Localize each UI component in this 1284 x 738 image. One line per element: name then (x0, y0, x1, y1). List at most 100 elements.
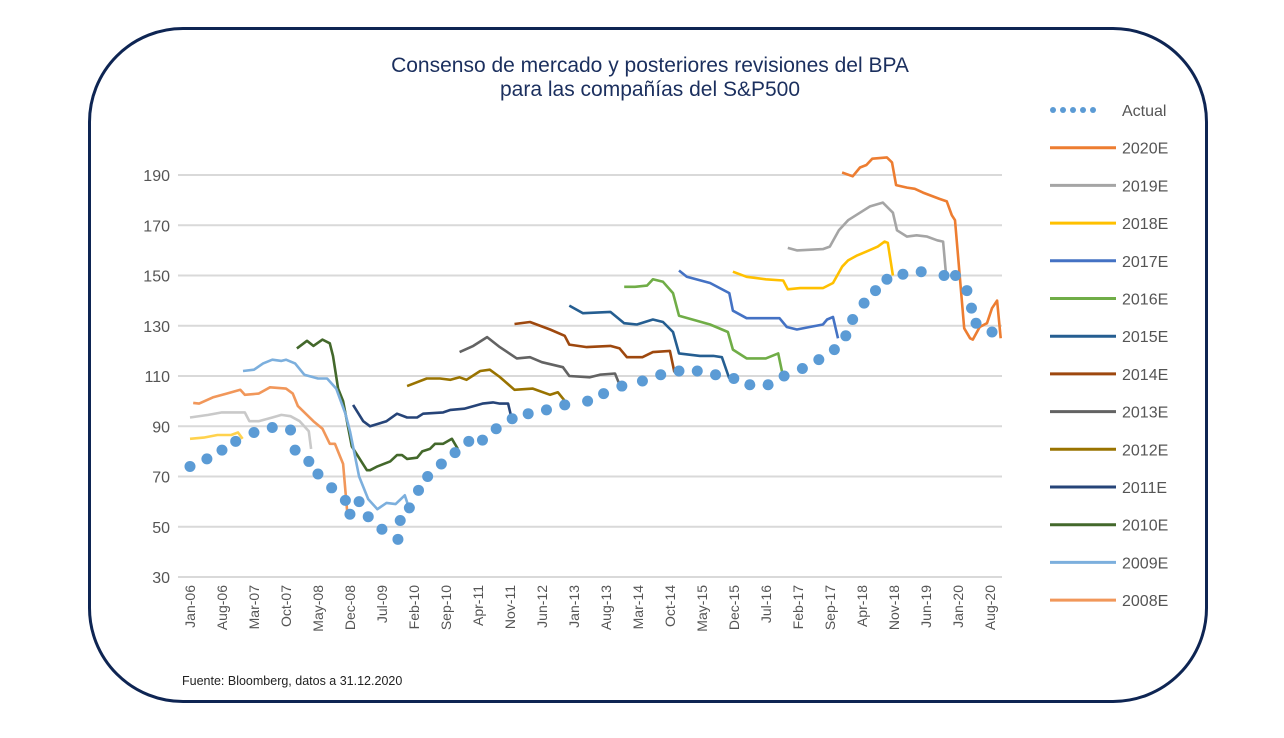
y-tick-label: 130 (143, 319, 170, 336)
actual-data-point (540, 404, 552, 416)
actual-data-point (339, 494, 351, 506)
actual-data-point (392, 533, 404, 545)
actual-data-point (303, 455, 315, 467)
legend-marker-dot (1060, 107, 1066, 113)
actual-data-point (376, 523, 388, 535)
series-line-2019E (787, 201, 948, 274)
actual-data-point (266, 422, 278, 434)
y-tick-label: 110 (144, 369, 170, 386)
actual-data-point (353, 496, 365, 508)
source-note: Fuente: Bloomberg, datos a 31.12.2020 (182, 674, 403, 688)
actual-data-point (201, 453, 213, 465)
y-tick-label: 90 (152, 419, 170, 436)
series-line-unlabeled (189, 431, 244, 441)
legend-label-2017E: 2017E (1122, 254, 1168, 271)
series-line-2009E (242, 358, 411, 511)
chart-frame (88, 27, 1208, 703)
actual-data-point (184, 460, 196, 472)
x-tick-label: Jan-06 (182, 585, 198, 628)
actual-data-point (840, 330, 852, 342)
x-tick-label: Aug-13 (598, 585, 614, 630)
x-tick-label: Oct-14 (662, 585, 678, 627)
actual-data-point (778, 370, 790, 382)
series-line-2015E (568, 304, 731, 379)
series-line-2008E (193, 386, 349, 512)
actual-data-point (938, 270, 950, 281)
actual-data-point (949, 270, 961, 281)
legend-label-2013E: 2013E (1122, 405, 1168, 422)
actual-data-point (847, 313, 859, 325)
actual-data-point (403, 502, 415, 514)
legend-label-2016E: 2016E (1122, 292, 1168, 309)
x-tick-label: May-15 (694, 585, 710, 632)
actual-data-point (691, 365, 703, 377)
series-line-2020E (841, 156, 1002, 341)
legend-label-2010E: 2010E (1122, 518, 1168, 535)
y-tick-label: 70 (152, 470, 170, 487)
actual-data-point (312, 468, 324, 480)
x-tick-label: Mar-07 (246, 585, 262, 630)
series-line-2016E (624, 278, 785, 378)
series-line-2017E (678, 269, 840, 339)
actual-data-point (435, 458, 447, 470)
legend-label-2011E: 2011E (1122, 480, 1167, 497)
x-tick-label: Nov-11 (502, 585, 518, 629)
series-line-2018E (732, 240, 895, 291)
actual-data-point (710, 369, 722, 381)
legend-label-2008E: 2008E (1122, 593, 1168, 610)
x-tick-label: Jun-12 (534, 585, 550, 628)
actual-data-point (394, 514, 406, 526)
actual-data-point (728, 373, 740, 385)
x-tick-label: Feb-10 (406, 585, 422, 630)
legend-label-2020E: 2020E (1122, 141, 1168, 158)
legend-marker-dot (1090, 107, 1096, 113)
x-tick-label: Apr-18 (854, 585, 870, 627)
series-line-unlabeled (189, 411, 313, 450)
x-tick-label: Nov-18 (886, 585, 902, 630)
actual-data-point (915, 266, 927, 278)
legend-label-2009E: 2009E (1122, 555, 1168, 572)
actual-data-point (559, 399, 571, 411)
actual-data-point (744, 379, 756, 391)
legend-marker-dot (1050, 107, 1056, 113)
x-tick-label: Dec-15 (726, 585, 742, 630)
series-line-2014E (514, 320, 676, 373)
actual-data-point (598, 388, 610, 400)
actual-data-point (326, 482, 338, 494)
actual-data-point (522, 408, 534, 420)
actual-data-point (449, 447, 461, 459)
y-tick-label: 50 (152, 520, 170, 537)
actual-data-point (813, 354, 825, 366)
actual-data-point (881, 273, 893, 285)
actual-data-point (636, 375, 648, 387)
actual-data-point (965, 302, 977, 314)
x-tick-label: Sep-17 (822, 585, 838, 630)
x-tick-label: Oct-07 (278, 585, 294, 627)
x-tick-label: Aug-06 (214, 585, 230, 630)
actual-data-point (248, 427, 260, 439)
x-tick-label: Jan-13 (566, 585, 582, 628)
x-tick-label: Dec-08 (342, 585, 358, 630)
actual-data-point (870, 285, 881, 297)
series-line-2011E (351, 401, 513, 428)
actual-data-point (422, 471, 434, 482)
actual-data-point (463, 435, 475, 447)
actual-data-point (655, 369, 667, 381)
actual-data-point (582, 395, 594, 407)
series-line-2012E (406, 368, 569, 405)
actual-data-point (490, 423, 502, 435)
x-tick-label: Sep-10 (438, 585, 454, 630)
chart-title: Consenso de mercado y posteriores revisi… (391, 54, 909, 77)
legend-label-2018E: 2018E (1122, 216, 1168, 233)
x-tick-label: Jul-09 (374, 585, 390, 623)
y-tick-label: 190 (143, 168, 170, 185)
legend-marker-dot (1070, 107, 1076, 113)
actual-data-point (616, 380, 628, 392)
chart-subtitle: para las compañías del S&P500 (499, 78, 801, 101)
actual-data-point (673, 365, 685, 377)
x-tick-label: Apr-11 (470, 585, 486, 626)
x-tick-label: Feb-17 (790, 585, 806, 630)
actual-data-point (413, 484, 424, 496)
legend-marker-dot (1080, 107, 1086, 113)
actual-data-point (828, 344, 840, 356)
